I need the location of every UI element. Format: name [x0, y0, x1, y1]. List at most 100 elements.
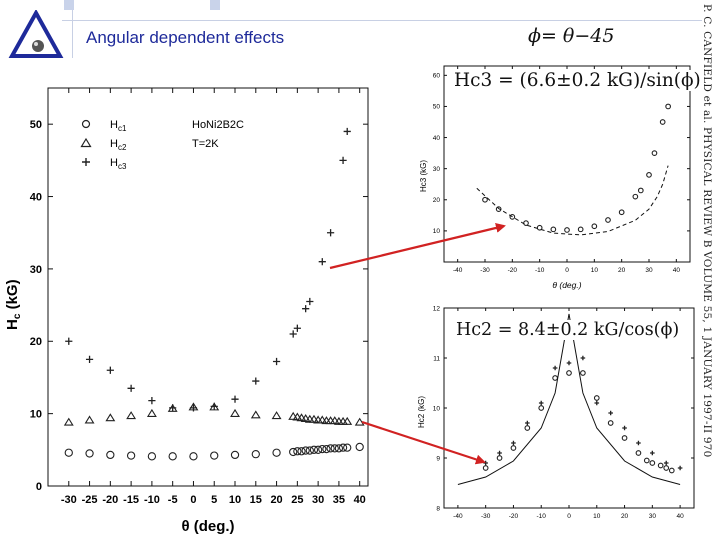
main-xlabel: θ (deg.)	[181, 518, 234, 535]
slide-title: Angular dependent effects	[86, 28, 285, 47]
hc3-chart-svg: -40 -30 -20 -10 0 10 20 30 40 10 20 30 40 50 60 Hc3 (k…	[419, 65, 691, 290]
data-point-data-plus	[525, 420, 530, 426]
arrow-to-hc3-chart	[329, 223, 506, 270]
data-point-data-plus	[580, 355, 586, 361]
data-point-hc1	[309, 445, 319, 454]
x-tick-label: 40	[676, 513, 684, 520]
data-point-hc3	[343, 127, 351, 136]
hc2-formula: Hc2 = 8.4±0.2 kG/cos(ϕ)	[454, 320, 682, 340]
data-point-hc3	[85, 355, 94, 363]
main-legend: Hc1 Hc2 Hc3	[80, 119, 127, 171]
data-point-data-plus	[663, 460, 669, 466]
data-point-hc1	[355, 442, 364, 452]
data-point-data	[496, 455, 503, 461]
data-point-hc1	[301, 446, 310, 455]
data-point-hc1	[343, 443, 352, 452]
x-tick-label: -15	[123, 494, 139, 506]
data-point-data	[663, 465, 670, 471]
data-point-data	[632, 193, 639, 200]
data-point-data	[482, 196, 488, 203]
x-tick-label: -5	[168, 494, 178, 506]
side-citation: P. C. CANFIELD et al. PHYSICAL REVIEW B …	[701, 4, 713, 458]
legend-triangle-marker	[80, 137, 92, 148]
legend-hc2: Hc2	[110, 138, 127, 152]
y-tick-label: 20	[433, 197, 441, 204]
y-tick-label: 40	[433, 135, 441, 142]
data-point-hc1	[322, 444, 331, 454]
hc2-chart: -40 -30 -20 -10 0 10 20 30 40 8 9 10 11 12 Hc2 (kG)	[412, 302, 696, 540]
data-point-data-plus	[636, 440, 641, 446]
hc2-ylabel: Hc2 (kG)	[417, 396, 426, 428]
hc2-chart-svg: -40 -30 -20 -10 0 10 20 30 40 8 9 10 11 12 Hc2 (kG)	[417, 305, 695, 520]
data-point-hc3	[293, 324, 301, 332]
y-tick-label: 9	[436, 455, 440, 462]
x-tick-label: 30	[312, 494, 324, 506]
x-tick-label: 0	[190, 494, 196, 506]
x-tick-label: 25	[291, 494, 303, 506]
y-tick-label: 11	[433, 355, 440, 362]
fit-curve	[457, 313, 681, 485]
data-point-hc1	[251, 450, 260, 459]
triangle-logo-icon	[8, 10, 64, 58]
data-point-data	[566, 370, 572, 376]
data-point-hc1	[147, 452, 157, 461]
data-point-hc1	[64, 448, 73, 457]
data-point-data-plus	[608, 410, 613, 416]
x-tick-label: 10	[593, 513, 601, 520]
data-point-hc1	[334, 444, 344, 453]
data-point-data	[509, 214, 516, 220]
data-point-hc3	[289, 330, 297, 338]
data-point-data-plus	[622, 425, 627, 431]
data-point-data-plus	[511, 440, 516, 446]
y-tick-label: 0	[36, 481, 42, 493]
data-point-hc1	[293, 447, 302, 456]
legend-circle-marker	[81, 119, 91, 129]
data-point-data-plus	[552, 365, 558, 371]
data-point-hc1	[289, 447, 298, 457]
x-tick-label: 40	[673, 267, 681, 274]
data-point-data	[593, 395, 600, 401]
data-point-hc1	[330, 444, 339, 453]
hc3-ylabel: Hc3 (kG)	[419, 160, 428, 192]
x-tick-label: -20	[509, 513, 519, 520]
data-point-hc1	[126, 451, 136, 460]
annotation-temperature: T=2K	[192, 138, 219, 150]
data-point-hc2	[271, 411, 282, 420]
data-point-hc3	[127, 384, 135, 392]
data-point-hc3	[326, 229, 335, 237]
phi-equation: ϕ= θ−45	[528, 25, 615, 47]
data-point-data	[564, 227, 570, 233]
data-point-hc2	[230, 408, 240, 417]
x-tick-label: 20	[621, 513, 629, 520]
slide-header	[0, 0, 720, 72]
data-point-hc1	[313, 445, 323, 454]
y-tick-label: 50	[30, 119, 42, 131]
data-point-data	[591, 223, 598, 230]
x-tick-label: -30	[481, 513, 491, 520]
data-point-data	[577, 226, 584, 233]
data-point-data	[657, 462, 664, 469]
x-tick-label: -20	[508, 267, 518, 274]
data-point-hc2	[146, 408, 157, 417]
data-point-data	[668, 467, 675, 474]
y-tick-label: 20	[30, 336, 42, 348]
data-point-hc3	[65, 337, 73, 345]
x-tick-label: -30	[480, 267, 490, 274]
x-tick-label: -10	[537, 513, 547, 520]
legend-plus-marker	[82, 158, 90, 166]
data-point-data	[524, 425, 531, 431]
data-point-hc3	[231, 395, 239, 403]
data-point-hc1	[106, 450, 115, 460]
x-tick-label: 30	[649, 513, 657, 520]
x-tick-label: 5	[211, 494, 217, 506]
data-point-data	[605, 217, 611, 223]
data-point-data	[482, 465, 489, 471]
data-point-data	[643, 457, 650, 464]
data-point-hc3	[318, 258, 326, 266]
data-point-hc1	[210, 451, 219, 460]
annotation-compound: HoNi2B2C	[192, 119, 244, 131]
data-point-data	[536, 224, 543, 231]
fit-curve	[476, 165, 669, 236]
data-point-hc2	[105, 413, 116, 422]
data-point-data	[510, 445, 517, 451]
